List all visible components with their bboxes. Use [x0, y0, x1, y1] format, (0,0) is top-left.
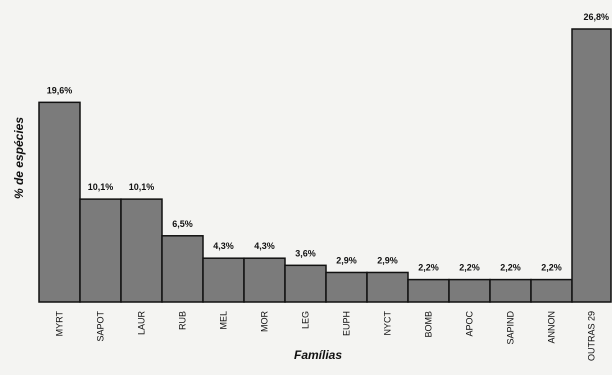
- x-tick-label: SAPIND: [506, 311, 516, 345]
- x-tick-label: SAPOT: [96, 311, 106, 342]
- bar-sapot: [79, 198, 122, 303]
- value-label: 6,5%: [172, 219, 193, 229]
- x-tick-label: EUPH: [342, 311, 352, 336]
- x-tick-label: MOR: [260, 311, 270, 332]
- x-axis-label: Famílias: [294, 348, 342, 362]
- bar-mel: [202, 257, 245, 303]
- bar-apoc: [448, 278, 491, 303]
- bar-nyct: [366, 271, 409, 303]
- x-tick-label: RUB: [178, 311, 188, 330]
- bar-mor: [243, 257, 286, 303]
- value-labels: 19,6% 10,1% 10,1% 6,5% 4,3% 4,3% 3,6% 2,9% 2,9% 2…: [47, 12, 609, 273]
- bar-rub: [161, 235, 204, 303]
- x-tick-label: ANNON: [547, 311, 557, 344]
- value-label: 19,6%: [47, 85, 73, 95]
- bar-euph: [325, 271, 368, 303]
- value-label: 4,3%: [213, 241, 234, 251]
- value-label: 26,8%: [583, 12, 609, 22]
- value-label: 2,9%: [377, 255, 398, 265]
- bars: [38, 28, 612, 303]
- value-label: 2,2%: [418, 263, 439, 273]
- x-tick-label: APOC: [465, 311, 475, 337]
- bar-sapind: [489, 278, 532, 303]
- x-tick-label: BOMB: [424, 311, 434, 338]
- bar-laur: [120, 198, 163, 303]
- y-axis-label: % de espécies: [12, 117, 26, 199]
- value-label: 2,2%: [541, 263, 562, 273]
- x-tick-label: LEG: [301, 311, 311, 329]
- x-tick-label: MYRT: [55, 311, 65, 337]
- bar-myrt: [38, 101, 81, 303]
- x-tick-label: NYCT: [383, 310, 393, 335]
- value-label: 10,1%: [88, 182, 114, 192]
- value-label: 4,3%: [254, 241, 275, 251]
- value-label: 2,2%: [459, 263, 480, 273]
- bar-bomb: [407, 278, 450, 303]
- value-label: 3,6%: [295, 248, 316, 258]
- value-label: 2,2%: [500, 263, 521, 273]
- value-label: 2,9%: [336, 255, 357, 265]
- bar-outras-29: [571, 28, 612, 303]
- x-tick-labels: MYRT SAPOT LAUR RUB MEL MOR LEG EUPH NYCT BOMB APO…: [55, 310, 597, 361]
- x-tick-label: OUTRAS 29: [587, 311, 597, 361]
- bar-annon: [530, 278, 573, 303]
- value-label: 10,1%: [129, 182, 155, 192]
- x-tick-label: LAUR: [137, 311, 147, 336]
- bar-leg: [284, 264, 327, 303]
- x-tick-label: MEL: [219, 311, 229, 330]
